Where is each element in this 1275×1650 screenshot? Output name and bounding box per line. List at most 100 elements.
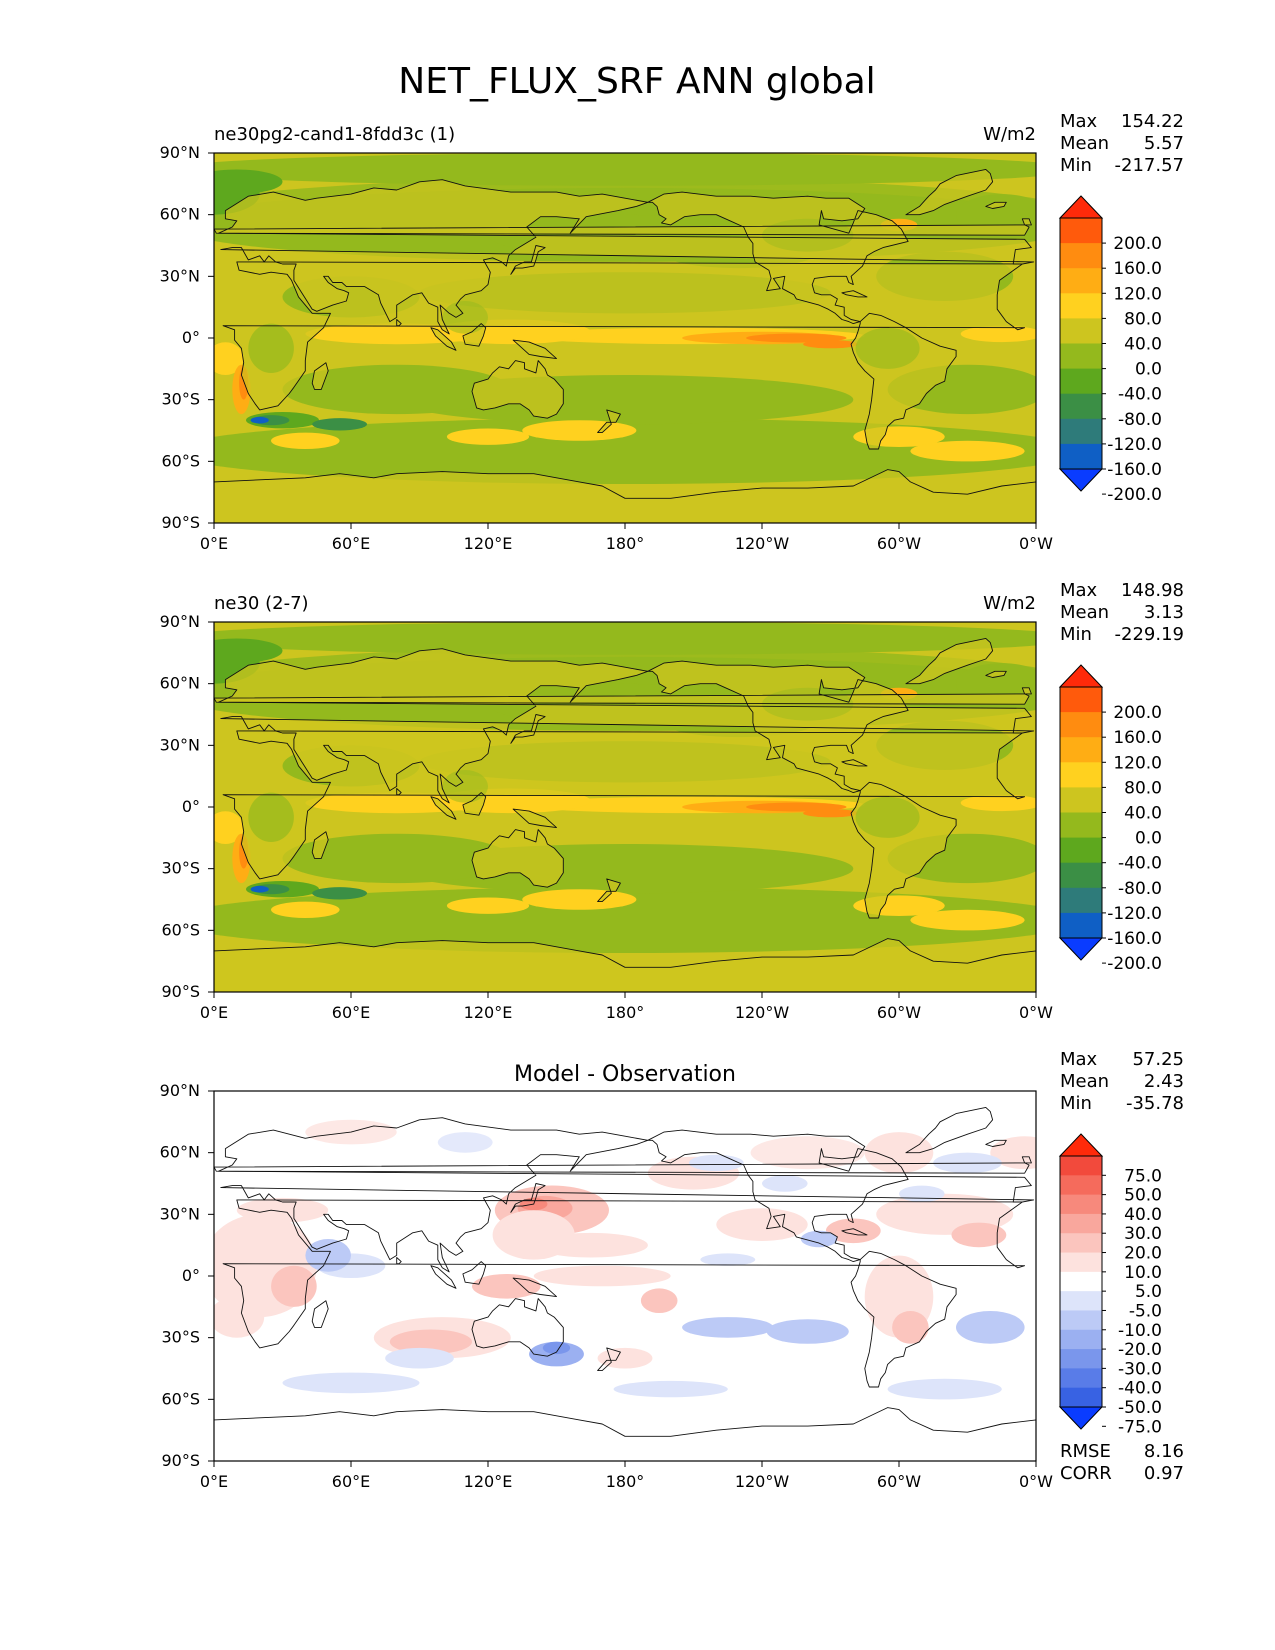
contour-region bbox=[855, 327, 920, 369]
x-tick-label: 0°W bbox=[1019, 1472, 1053, 1491]
coastline bbox=[1253, 797, 1275, 820]
coastline bbox=[850, 312, 957, 450]
colorbar-tick-label: -10.0 bbox=[1118, 1321, 1162, 1341]
coastline bbox=[218, 179, 1035, 335]
land-fill bbox=[1219, 320, 1224, 326]
colorbar-bin bbox=[1060, 1349, 1102, 1369]
y-axis: 90°N 60°N 30°N 0° 30°S 60°S 90°S bbox=[160, 143, 214, 532]
stat-mean-value: 5.57 bbox=[1144, 133, 1184, 154]
x-tick-label: 0°W bbox=[1019, 534, 1053, 553]
land-fill bbox=[510, 245, 546, 275]
land-fill bbox=[20, 760, 45, 766]
panel-test: ne30pg2-cand1-8fdd3c (1) W/m2 0°E 60°E 120… bbox=[0, 111, 1224, 553]
y-tick-label: 90°S bbox=[161, 982, 200, 1001]
contour-region bbox=[214, 418, 1036, 484]
land-fill bbox=[312, 831, 329, 859]
panel-subtitle-left: ne30pg2-cand1-8fdd3c (1) bbox=[214, 124, 455, 145]
coastline bbox=[597, 878, 621, 903]
colorbar-tick-label: 160.0 bbox=[1113, 728, 1162, 748]
colorbar-tick-label: -80.0 bbox=[1118, 879, 1162, 899]
stat-max-value: 57.25 bbox=[1132, 1049, 1184, 1070]
colorbar-bin bbox=[1060, 712, 1102, 738]
coastline bbox=[396, 1257, 402, 1265]
contour-region bbox=[700, 1253, 756, 1266]
x-tick-label: 60°E bbox=[332, 1003, 370, 1022]
contour-region bbox=[855, 796, 920, 838]
x-tick-label: 0°E bbox=[200, 534, 228, 553]
contour-region bbox=[750, 1136, 865, 1170]
y-tick-label: 90°S bbox=[161, 1451, 200, 1470]
colorbar-extend-max bbox=[1058, 664, 1104, 688]
y-tick-label: 60°S bbox=[161, 1389, 200, 1408]
x-tick-label: 180° bbox=[606, 1003, 645, 1022]
coastline bbox=[214, 1156, 1032, 1174]
coastline bbox=[647, 191, 909, 325]
coastline bbox=[84, 1107, 171, 1152]
coastline bbox=[430, 327, 457, 351]
coastline bbox=[311, 831, 329, 859]
coastline bbox=[222, 261, 1026, 411]
contour-region bbox=[864, 1132, 934, 1174]
coastline bbox=[510, 714, 546, 744]
coastline bbox=[512, 808, 557, 829]
land-fill bbox=[312, 362, 329, 390]
x-tick-label: 60°E bbox=[332, 1472, 370, 1491]
contour-region bbox=[597, 1347, 653, 1369]
colorbar-tick-label: 50.0 bbox=[1124, 1186, 1162, 1206]
coastline bbox=[218, 1117, 1035, 1273]
contour-region bbox=[960, 325, 1036, 343]
land-fill bbox=[472, 360, 564, 419]
colorbar-tick-label: 40.0 bbox=[1124, 804, 1162, 824]
contour-region bbox=[248, 792, 294, 842]
contour-region bbox=[385, 1347, 454, 1369]
coastline bbox=[0, 649, 212, 803]
y-tick-label: 30°N bbox=[160, 1204, 200, 1223]
colorbar-bin bbox=[1060, 368, 1102, 395]
x-tick-label: 0°E bbox=[200, 1472, 228, 1491]
contour-region bbox=[960, 794, 1036, 812]
y-tick-label: 60°S bbox=[161, 920, 200, 939]
coastline bbox=[471, 1298, 564, 1357]
stat-min-label: Min bbox=[1060, 1093, 1092, 1114]
contour-region bbox=[282, 364, 511, 415]
coastline bbox=[0, 192, 86, 324]
coastline bbox=[985, 1139, 1007, 1147]
y-tick-label: 60°S bbox=[161, 451, 200, 470]
colorbar-bin bbox=[1060, 443, 1102, 470]
contour-region bbox=[271, 1265, 317, 1307]
land-fill bbox=[0, 180, 212, 334]
contour-region bbox=[214, 169, 283, 195]
colorbar-tick-label: 80.0 bbox=[1124, 778, 1162, 798]
map-area bbox=[0, 153, 1224, 523]
y-tick-label: 30°S bbox=[161, 859, 200, 878]
y-tick-label: 60°N bbox=[160, 674, 200, 693]
contour-region bbox=[282, 1372, 420, 1394]
colorbar-tick-label: 80.0 bbox=[1124, 309, 1162, 329]
contour-region bbox=[214, 342, 244, 375]
contour-region bbox=[437, 1132, 493, 1153]
contour-region bbox=[533, 1265, 671, 1287]
contour-region bbox=[951, 1222, 1007, 1248]
colorbar-extend-max bbox=[1058, 195, 1104, 219]
stat-mean-label: Mean bbox=[1060, 1071, 1109, 1092]
coastline bbox=[597, 1347, 621, 1372]
land-fill bbox=[430, 327, 456, 351]
land-fill bbox=[905, 638, 993, 684]
land-fill bbox=[84, 169, 171, 214]
colorbar-bin bbox=[1060, 318, 1102, 344]
stats-block: Max 57.25 Mean 2.43 Min -35.78 RMSE 8.16… bbox=[1060, 1049, 1184, 1484]
metric-rmse-value: 8.16 bbox=[1144, 1441, 1184, 1462]
colorbar-tick-label: -50.0 bbox=[1118, 1398, 1162, 1418]
coastline bbox=[905, 168, 994, 216]
colorbar-bin bbox=[1060, 1271, 1102, 1292]
panel-units: W/m2 bbox=[983, 124, 1036, 145]
contour-region bbox=[271, 901, 340, 918]
coastline bbox=[462, 323, 487, 347]
land-fill bbox=[29, 782, 134, 918]
colorbar-tick-label: -80.0 bbox=[1118, 410, 1162, 430]
coastline bbox=[222, 1199, 1026, 1349]
contour-region bbox=[214, 1296, 265, 1338]
colorbar-bin bbox=[1060, 737, 1102, 763]
contour-region bbox=[248, 323, 294, 373]
